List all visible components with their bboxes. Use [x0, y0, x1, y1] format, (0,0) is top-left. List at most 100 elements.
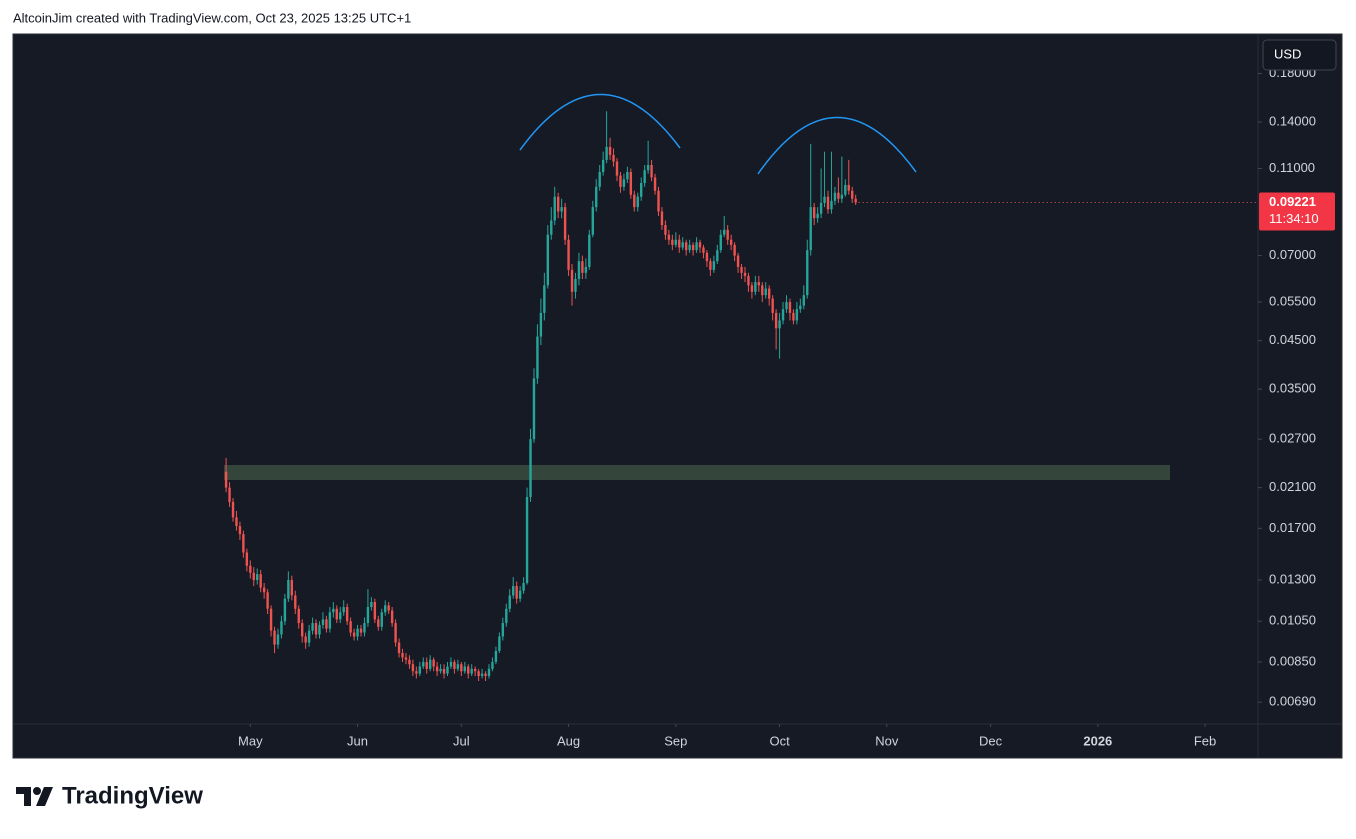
candle-body [487, 668, 491, 677]
candle-body [276, 634, 280, 645]
logo: TradingView [16, 782, 203, 809]
candle-body [321, 619, 325, 625]
candle-body [712, 261, 716, 270]
candle-body [294, 595, 297, 609]
candle-body [283, 598, 287, 622]
candle-body [470, 668, 473, 674]
candle-body [262, 587, 266, 593]
candle-body [359, 628, 363, 633]
candle-body [778, 320, 781, 329]
x-tick-label: Jul [453, 733, 470, 748]
candle-body [242, 534, 245, 553]
x-tick-label: May [238, 733, 263, 748]
candle-body [325, 619, 328, 629]
candle-body [736, 255, 740, 267]
candle-body [491, 661, 494, 669]
candle-body [231, 501, 235, 518]
candle-body [539, 312, 543, 337]
candle-body [667, 234, 671, 240]
candle-body [473, 668, 477, 672]
candle-body [498, 636, 501, 651]
candle-body [771, 298, 774, 313]
candle-body [726, 229, 729, 240]
candle-body [477, 671, 480, 677]
candle-body [612, 154, 615, 162]
candle-body [816, 213, 819, 219]
y-tick-label: 0.01700 [1269, 520, 1316, 535]
currency-button[interactable] [1262, 39, 1337, 71]
candle-body [512, 586, 515, 596]
candle-body [238, 526, 242, 535]
candle-body [390, 610, 394, 624]
candle-body [536, 336, 539, 379]
candle-body [764, 288, 767, 296]
y-tick-label: 0.11000 [1269, 160, 1315, 175]
candle-body [646, 164, 650, 171]
pattern-arc [757, 116, 917, 175]
x-tick-label: Nov [875, 733, 899, 748]
y-tick-label: 0.02700 [1269, 431, 1316, 446]
y-tick-label: 0.01300 [1269, 571, 1316, 586]
candles [224, 111, 857, 681]
candle-body [404, 657, 408, 660]
candle-body [366, 607, 370, 624]
candle-body [781, 309, 785, 321]
x-tick-label: Oct [769, 733, 790, 748]
candle-body [705, 252, 709, 262]
candle-body [556, 196, 560, 212]
candle-body [802, 295, 805, 306]
candle-body [332, 608, 335, 613]
x-tick-label: Dec [979, 733, 1003, 748]
candle-body [622, 179, 626, 187]
logo-mark [33, 787, 41, 795]
candle-body [719, 234, 722, 251]
currency-label[interactable]: USD [1274, 46, 1301, 61]
candle-body [328, 612, 332, 629]
candle-body [588, 234, 591, 267]
candle-body [352, 632, 356, 637]
candle-body [532, 378, 536, 440]
candle-body [626, 172, 629, 180]
candle-body [418, 666, 422, 674]
pattern-arc [519, 93, 681, 151]
candle-body [761, 285, 764, 296]
candle-body [449, 661, 453, 667]
candle-body [428, 659, 432, 669]
candle-body [768, 288, 771, 299]
candle-body [339, 612, 342, 620]
candle-body [674, 239, 678, 245]
candle-body [515, 586, 518, 599]
candle-body [546, 234, 550, 286]
candle-body [287, 580, 290, 599]
x-tick-label: Aug [557, 733, 580, 748]
candle-body [508, 595, 511, 609]
candle-body [280, 621, 283, 635]
candle-body [826, 196, 830, 210]
candle-body [844, 184, 847, 195]
y-tick-label: 0.01050 [1269, 613, 1316, 628]
candle-body [446, 666, 449, 674]
candle-body [640, 183, 643, 197]
y-tick-label: 0.00690 [1269, 694, 1316, 709]
candle-body [335, 608, 338, 620]
candle-body [311, 623, 314, 631]
candle-body [743, 272, 747, 276]
candle-body [356, 628, 359, 637]
candle-body [387, 605, 390, 611]
candle-body [812, 207, 816, 219]
candle-body [795, 309, 799, 321]
candle-body [550, 220, 553, 235]
candle-body [460, 664, 463, 672]
candle-body [273, 630, 276, 645]
candle-body [723, 229, 726, 235]
candle-body [601, 159, 605, 173]
candle-body [349, 621, 352, 633]
candle-body [570, 269, 574, 292]
candle-body [823, 196, 826, 203]
x-tick-label: Feb [1194, 733, 1216, 748]
candle-body [342, 607, 345, 613]
header-text: AltcoinJim created with TradingView.com,… [13, 10, 411, 25]
candle-body [435, 666, 439, 672]
